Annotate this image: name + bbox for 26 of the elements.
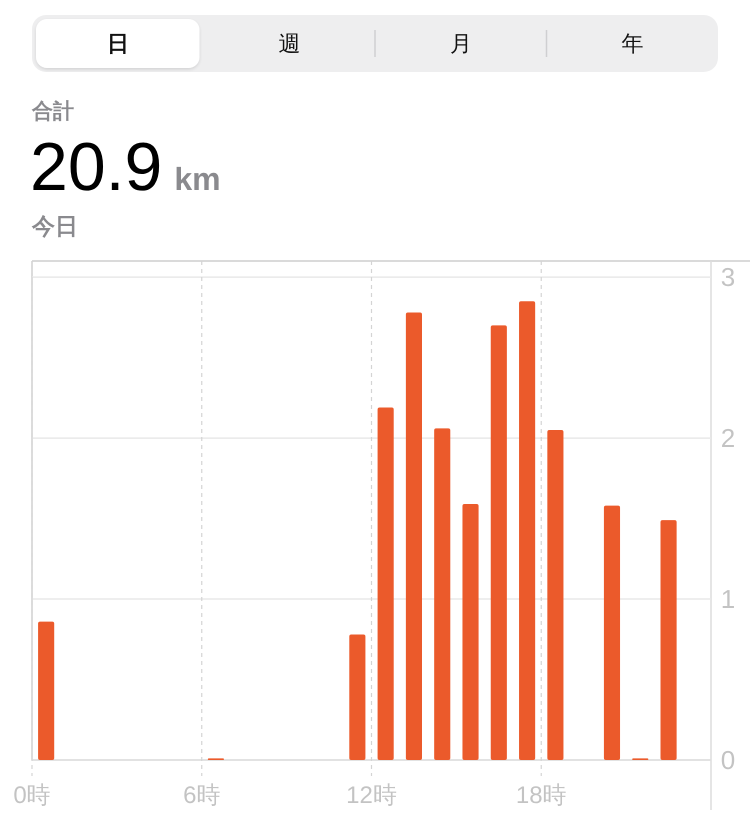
bar [547,430,564,760]
y-tick-label: 3 [720,262,736,292]
bar [462,504,479,760]
bar [378,407,394,760]
bar [660,520,677,760]
text: 週 [278,31,300,56]
text: 年 [621,31,644,56]
y-tick-label: 1 [720,584,736,614]
x-tick-label: 0時 [13,782,51,809]
chart-title: 20.9 km [30,129,221,205]
y-tick-label: 2 [720,423,736,454]
y-tick-label: 0 [720,745,736,775]
x-tick-label: 18時 [516,782,567,809]
x-tick-label: 12時 [346,782,397,809]
bar [38,622,54,760]
x-tick-label: 6時 [183,782,220,809]
bar [490,325,507,760]
chart-subtitle: 合計 [31,100,74,123]
text: 日 [106,31,129,56]
text: 今日 [31,213,78,239]
bar [406,312,422,760]
bar [604,506,620,760]
bar [349,634,366,760]
bar [519,301,536,760]
text: 月 [450,31,472,56]
bar [434,428,450,760]
